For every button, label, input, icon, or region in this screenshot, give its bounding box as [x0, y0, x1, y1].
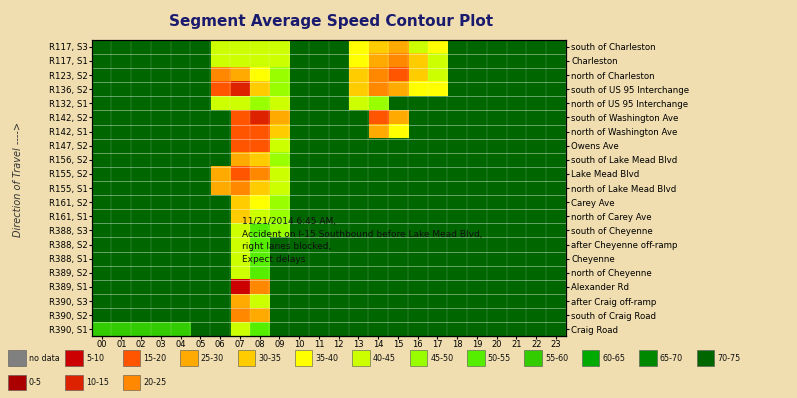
- Bar: [65, 350, 83, 366]
- Text: 15-20: 15-20: [143, 354, 167, 363]
- Bar: [238, 350, 255, 366]
- Text: Direction of Travel ---->: Direction of Travel ---->: [13, 122, 22, 236]
- Text: 55-60: 55-60: [545, 354, 568, 363]
- Text: 50-55: 50-55: [488, 354, 511, 363]
- Text: 11/21/2014 6:45 AM,
Accident on I-15 Southbound before Lake Mead Blvd,
right lan: 11/21/2014 6:45 AM, Accident on I-15 Sou…: [242, 217, 482, 264]
- Text: 5-10: 5-10: [86, 354, 104, 363]
- Text: 20-25: 20-25: [143, 378, 167, 387]
- Text: 60-65: 60-65: [603, 354, 626, 363]
- Bar: [8, 350, 26, 366]
- Bar: [65, 375, 83, 390]
- Bar: [639, 350, 657, 366]
- Bar: [8, 375, 26, 390]
- Text: 25-30: 25-30: [201, 354, 224, 363]
- Text: 30-35: 30-35: [258, 354, 281, 363]
- Bar: [123, 375, 140, 390]
- Bar: [123, 350, 140, 366]
- Bar: [467, 350, 485, 366]
- Bar: [582, 350, 599, 366]
- Bar: [410, 350, 427, 366]
- Text: 0-5: 0-5: [29, 378, 41, 387]
- Text: 45-50: 45-50: [430, 354, 453, 363]
- Bar: [524, 350, 542, 366]
- Text: 35-40: 35-40: [316, 354, 339, 363]
- Bar: [295, 350, 312, 366]
- Bar: [180, 350, 198, 366]
- Bar: [352, 350, 370, 366]
- Bar: [697, 350, 714, 366]
- Text: 70-75: 70-75: [717, 354, 740, 363]
- Text: no data: no data: [29, 354, 60, 363]
- Text: 40-45: 40-45: [373, 354, 396, 363]
- Text: 65-70: 65-70: [660, 354, 683, 363]
- Text: 10-15: 10-15: [86, 378, 109, 387]
- Text: Segment Average Speed Contour Plot: Segment Average Speed Contour Plot: [169, 14, 493, 29]
